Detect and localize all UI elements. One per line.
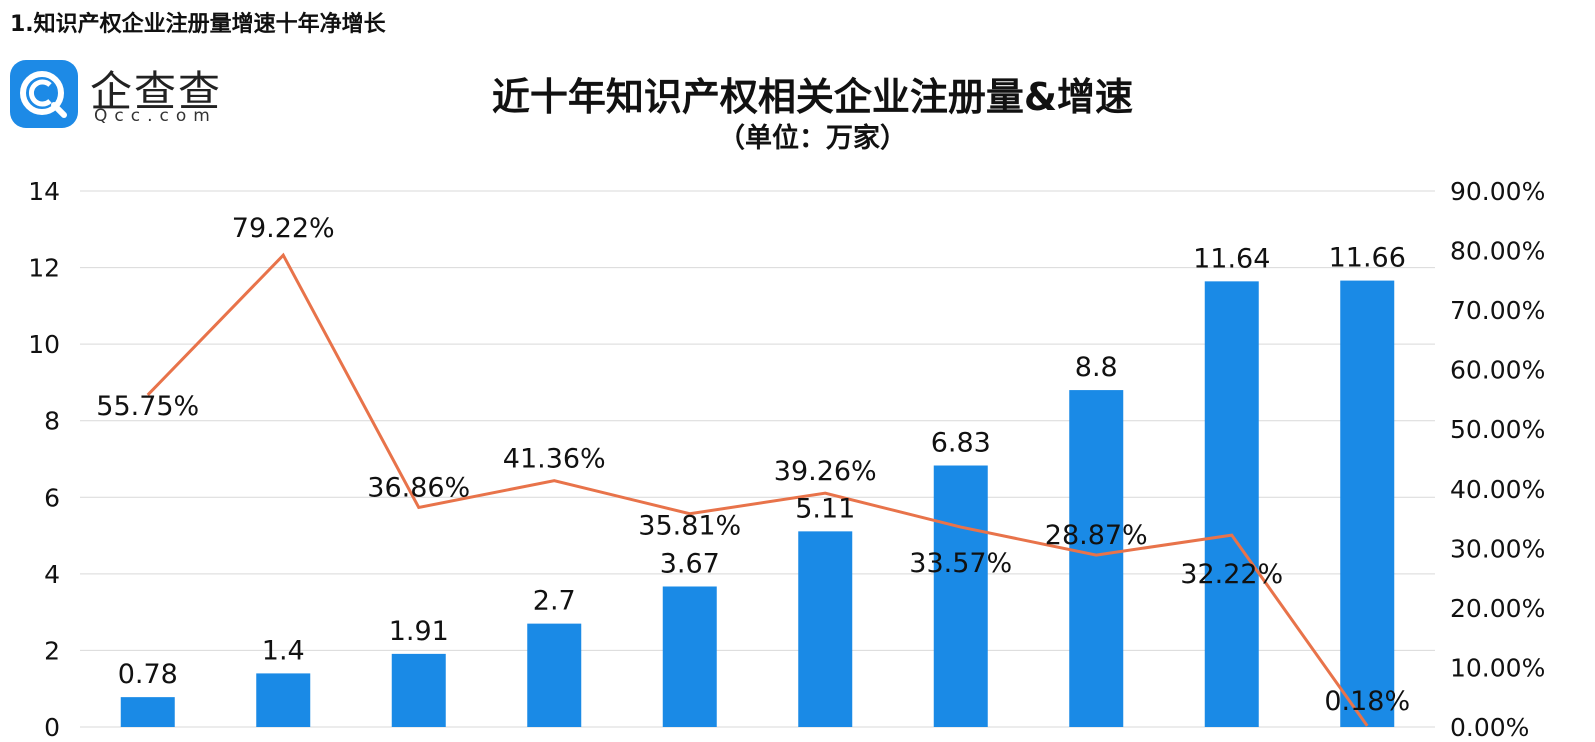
logo: 企查查 Qcc.com	[10, 60, 240, 130]
bar	[1204, 281, 1259, 727]
y-right-tick-label: 90.00%	[1450, 177, 1545, 206]
y-left-tick-label: 8	[44, 407, 60, 436]
growth-value-label: 39.26%	[774, 456, 877, 487]
bar-value-label: 6.83	[931, 428, 991, 459]
bar-value-label: 2.7	[533, 586, 576, 617]
bar	[933, 465, 988, 727]
y-left-tick-label: 6	[44, 483, 60, 512]
growth-value-label: 79.22%	[232, 213, 335, 244]
growth-value-label: 28.87%	[1045, 520, 1148, 551]
page-heading: 1.知识产权企业注册量增速十年净增长	[10, 12, 386, 37]
bar-value-label: 11.66	[1329, 243, 1406, 274]
bar	[662, 586, 717, 727]
growth-value-label: 33.57%	[909, 548, 1012, 579]
bar-value-label: 5.11	[795, 493, 855, 524]
y-left-tick-label: 14	[28, 177, 60, 206]
y-left-tick-label: 12	[28, 254, 60, 283]
logo-name: 企查查	[90, 67, 223, 116]
growth-line	[146, 252, 1369, 727]
bar	[527, 623, 582, 727]
y-right-tick-label: 40.00%	[1450, 475, 1545, 504]
chart-subtitle: （单位：万家）	[718, 123, 907, 154]
y-left-tick-label: 10	[28, 330, 60, 359]
growth-value-label: 0.18%	[1324, 686, 1410, 717]
y-right-tick-label: 60.00%	[1450, 356, 1545, 385]
growth-value-label: 35.81%	[638, 511, 741, 542]
bar	[120, 697, 175, 727]
y-right-tick-label: 20.00%	[1450, 594, 1545, 623]
bar	[798, 531, 853, 727]
y-right-tick-label: 70.00%	[1450, 296, 1545, 325]
bar	[1340, 280, 1395, 727]
growth-value-label: 36.86%	[367, 472, 470, 503]
y-right-tick-label: 10.00%	[1450, 653, 1545, 682]
logo-q-icon	[10, 60, 78, 128]
y-left-tick-label: 4	[44, 560, 60, 589]
bar	[256, 673, 311, 727]
y-left-tick-label: 2	[44, 636, 60, 665]
bar-value-label: 1.4	[262, 635, 305, 666]
growth-value-label: 32.22%	[1180, 559, 1283, 590]
bar	[391, 653, 446, 727]
bar-value-label: 3.67	[660, 548, 720, 579]
y-left-tick-label: 0	[44, 713, 60, 742]
bar	[1069, 390, 1124, 727]
growth-value-label: 41.36%	[503, 444, 606, 475]
y-right-tick-label: 50.00%	[1450, 415, 1545, 444]
logo-domain: Qcc.com	[94, 106, 217, 126]
y-right-tick-label: 0.00%	[1450, 713, 1529, 742]
bar-value-label: 0.78	[118, 659, 178, 690]
bar-value-label: 8.8	[1075, 352, 1118, 383]
growth-value-label: 55.75%	[96, 391, 199, 422]
bar-value-label: 11.64	[1193, 243, 1270, 274]
y-right-tick-label: 80.00%	[1450, 237, 1545, 266]
bar-value-label: 1.91	[389, 616, 449, 647]
chart-title: 近十年知识产权相关企业注册量&增速	[491, 75, 1134, 119]
y-right-tick-label: 30.00%	[1450, 534, 1545, 563]
